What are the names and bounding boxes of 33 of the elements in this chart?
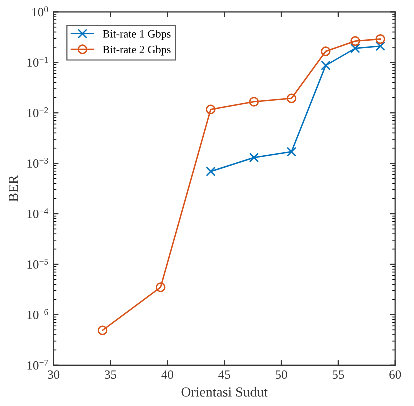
- x-axis-title: Orientasi Sudut: [182, 387, 268, 397]
- legend-label: Bit-rate 1 Gbps: [103, 30, 171, 40]
- y-axis-title: BER: [9, 175, 18, 202]
- x-tick-label: 35: [105, 370, 117, 380]
- x-tick-label: 55: [332, 370, 344, 380]
- y-tick-label: 10$^{−7}$: [28, 360, 48, 370]
- x-tick-label: 30: [48, 370, 60, 380]
- x-tick-label: 60: [390, 370, 402, 380]
- y-tick-label: 10$^{−6}$: [28, 309, 48, 320]
- y-tick-label: 10$^{0}$: [32, 6, 48, 17]
- point: [376, 42, 386, 52]
- point: [206, 104, 216, 115]
- y-tick-label: 10$^{−1}$: [28, 57, 48, 68]
- point: [249, 152, 260, 163]
- y-tick-label: 10$^{−3}$: [28, 158, 48, 168]
- point: [321, 60, 331, 71]
- legend-label: Bit-rate 2 Gbps: [103, 46, 171, 56]
- point: [376, 34, 386, 44]
- y-tick-label: 10$^{−2}$: [28, 108, 48, 118]
- point: [98, 326, 108, 336]
- y-tick-label: 10$^{−5}$: [28, 259, 48, 269]
- point: [156, 282, 166, 292]
- x-tick-label: 45: [218, 370, 230, 380]
- x-tick-label: 40: [162, 370, 174, 380]
- point: [286, 94, 297, 104]
- point: [350, 44, 360, 54]
- point: [249, 97, 260, 107]
- x-tick-label: 50: [276, 370, 288, 380]
- point: [321, 46, 331, 56]
- point: [206, 166, 216, 177]
- point: [350, 36, 360, 46]
- point: [286, 147, 297, 157]
- y-tick-label: 10$^{−4}$: [28, 208, 48, 218]
